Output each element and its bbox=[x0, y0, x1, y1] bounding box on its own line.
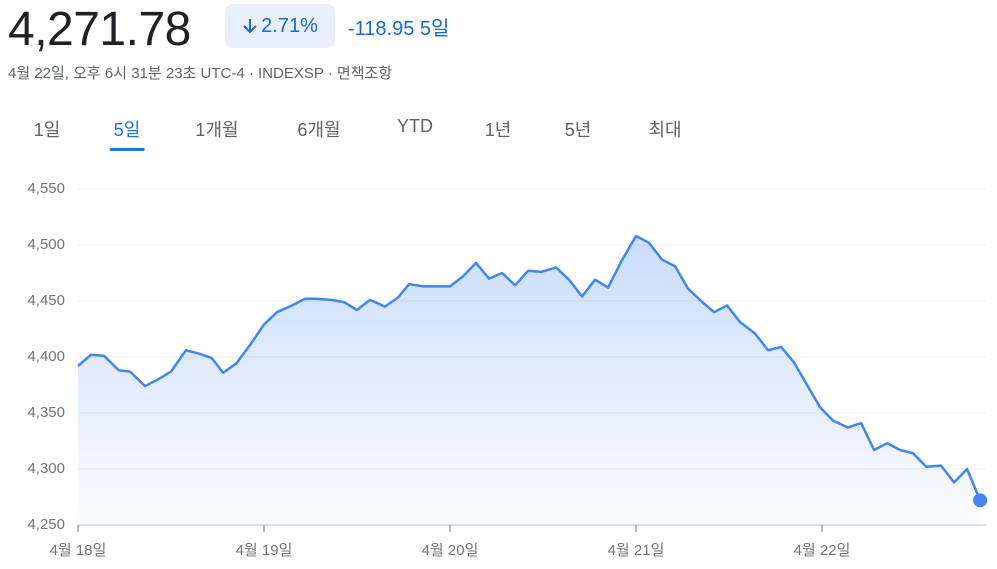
x-tick-label: 4월 19일 bbox=[236, 542, 293, 559]
y-tick-label: 4,300 bbox=[27, 460, 65, 477]
change-badge: 2.71% bbox=[225, 4, 335, 48]
range-tab[interactable]: 1일 bbox=[33, 120, 61, 140]
x-tick-label: 4월 18일 bbox=[50, 542, 107, 559]
change-period: 5일 bbox=[419, 18, 450, 40]
range-tab[interactable]: 5년 bbox=[564, 120, 592, 140]
subtitle-row: 4월 22일, 오후 6시 31분 23초 UTC-4 · INDEXSP · … bbox=[8, 62, 392, 83]
area bbox=[78, 236, 981, 525]
change-percent: 2.71% bbox=[261, 14, 318, 37]
range-tab[interactable]: 1년 bbox=[484, 120, 512, 140]
change-row: -118.95 5일 bbox=[348, 12, 449, 41]
y-tick-label: 4,350 bbox=[27, 404, 65, 421]
x-tick-label: 4월 20일 bbox=[422, 542, 479, 559]
down-arrow bbox=[243, 19, 257, 34]
y-tick-label: 4,550 bbox=[27, 180, 65, 197]
y-tick-label: 4,450 bbox=[27, 292, 65, 309]
range-tab[interactable]: 6개월 bbox=[297, 120, 341, 140]
y-tick-label: 4,500 bbox=[27, 236, 65, 253]
y-tick-label: 4,400 bbox=[27, 348, 65, 365]
y-tick-label: 4,250 bbox=[27, 516, 65, 533]
subtitle: 4월 22일, 오후 6시 31분 23초 UTC-4 · INDEXSP · bbox=[8, 65, 337, 82]
change-value: -118.95 bbox=[348, 18, 415, 40]
x-tick-label: 4월 22일 bbox=[794, 542, 851, 559]
price-line bbox=[77, 234, 982, 501]
last-point bbox=[973, 493, 988, 508]
range-tab[interactable]: YTD bbox=[397, 116, 433, 136]
range-tab[interactable]: 최대 bbox=[648, 120, 682, 140]
range-tab[interactable]: 5일 bbox=[109, 116, 144, 151]
price: 4,271.78 bbox=[8, 3, 191, 56]
x-tick-label: 4월 21일 bbox=[608, 542, 665, 559]
disclaimer-link[interactable]: 면책조항 bbox=[336, 65, 393, 82]
range-tab[interactable]: 1개월 bbox=[195, 120, 239, 140]
